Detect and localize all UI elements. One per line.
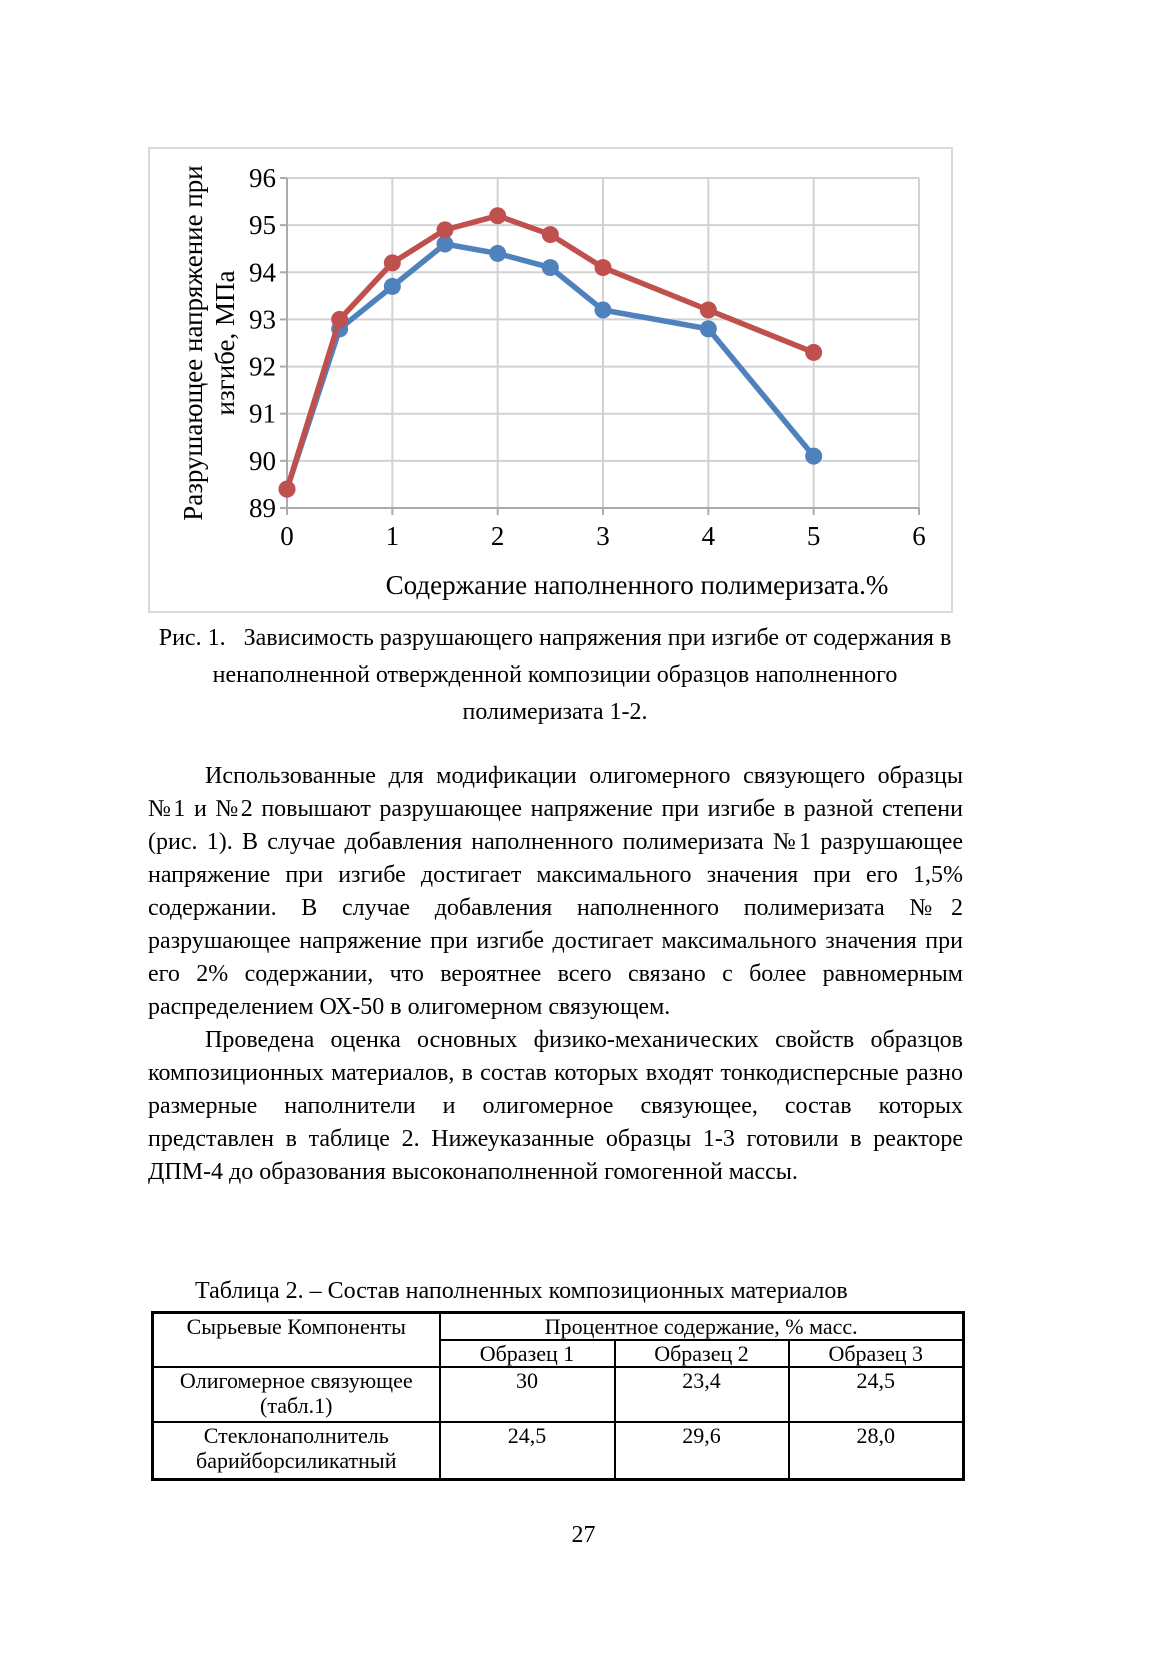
row-label-oligomer-binder: Олигомерное связующее (табл.1) bbox=[151, 1366, 441, 1423]
caption-line-1: Рис. 1. Зависимость разрушающего напряже… bbox=[158, 625, 952, 651]
cell-value: 29,6 bbox=[613, 1421, 790, 1481]
svg-text:91: 91 bbox=[249, 399, 276, 429]
svg-text:0: 0 bbox=[280, 521, 294, 551]
svg-text:90: 90 bbox=[249, 446, 276, 476]
cell-value: 24,5 bbox=[438, 1421, 616, 1481]
svg-text:6: 6 bbox=[912, 521, 926, 551]
cell-value: 24,5 bbox=[787, 1366, 965, 1423]
svg-text:95: 95 bbox=[249, 210, 276, 240]
header-sample-2: Образец 2 bbox=[613, 1339, 790, 1368]
svg-text:92: 92 bbox=[249, 352, 276, 382]
table-row: Стеклонаполнитель барийборсиликатный 24,… bbox=[151, 1421, 965, 1481]
table-2: Сырьевые Компоненты Процентное содержани… bbox=[151, 1311, 965, 1481]
page-number: 27 bbox=[571, 1522, 596, 1548]
caption-line-2: ненаполненной отвержденной композиции об… bbox=[212, 662, 898, 688]
svg-text:93: 93 bbox=[249, 304, 276, 334]
cell-value: 28,0 bbox=[787, 1421, 965, 1481]
row-label-glass-filler: Стеклонаполнитель барийборсиликатный bbox=[151, 1421, 441, 1481]
table-header-row-1: Сырьевые Компоненты Процентное содержани… bbox=[151, 1311, 965, 1368]
body-paragraph-1: Использованные для модификации олигомерн… bbox=[148, 763, 963, 1020]
header-sample-1: Образец 1 bbox=[438, 1339, 616, 1368]
table-2-title: Таблица 2. – Состав наполненных композиц… bbox=[195, 1278, 848, 1304]
cell-value: 30 bbox=[438, 1366, 616, 1423]
cell-value: 23,4 bbox=[613, 1366, 790, 1423]
svg-text:89: 89 bbox=[249, 493, 276, 523]
svg-text:96: 96 bbox=[249, 163, 276, 193]
table-header-row-2: Образец 1 Образец 2 Образец 3 bbox=[153, 1339, 965, 1368]
figure-1: 89 90 91 92 93 94 95 96 0 1 2 3 4 5 6 Содержание наполн… bbox=[148, 147, 953, 613]
svg-text:94: 94 bbox=[249, 257, 277, 287]
svg-text:Разрушающее напряжение приизги: Разрушающее напряжение приизгибе, МПа bbox=[178, 165, 240, 521]
header-percent-content: Процентное содержание, % масс. bbox=[438, 1311, 965, 1341]
svg-text:Содержание наполненного полиме: Содержание наполненного полимеризата.% bbox=[386, 570, 889, 600]
svg-text:2: 2 bbox=[491, 521, 505, 551]
table-row: Олигомерное связующее (табл.1) 30 23,4 2… bbox=[151, 1366, 965, 1423]
svg-text:4: 4 bbox=[702, 521, 716, 551]
caption-line-3: полимеризата 1-2. bbox=[462, 699, 648, 725]
svg-text:3: 3 bbox=[596, 521, 610, 551]
body-paragraph-2: Проведена оценка основных физико-механич… bbox=[148, 1027, 963, 1185]
header-sample-3: Образец 3 bbox=[787, 1339, 965, 1368]
svg-text:1: 1 bbox=[386, 521, 400, 551]
body-text: Использованные для модификации олигомерн… bbox=[148, 760, 963, 1189]
header-raw-components: Сырьевые Компоненты bbox=[151, 1311, 441, 1368]
svg-text:5: 5 bbox=[807, 521, 821, 551]
flexural-stress-line-chart: 89 90 91 92 93 94 95 96 0 1 2 3 4 5 6 Содержание наполн… bbox=[178, 163, 926, 600]
figure-1-caption: Рис. 1. Зависимость разрушающего напряже… bbox=[148, 620, 962, 731]
